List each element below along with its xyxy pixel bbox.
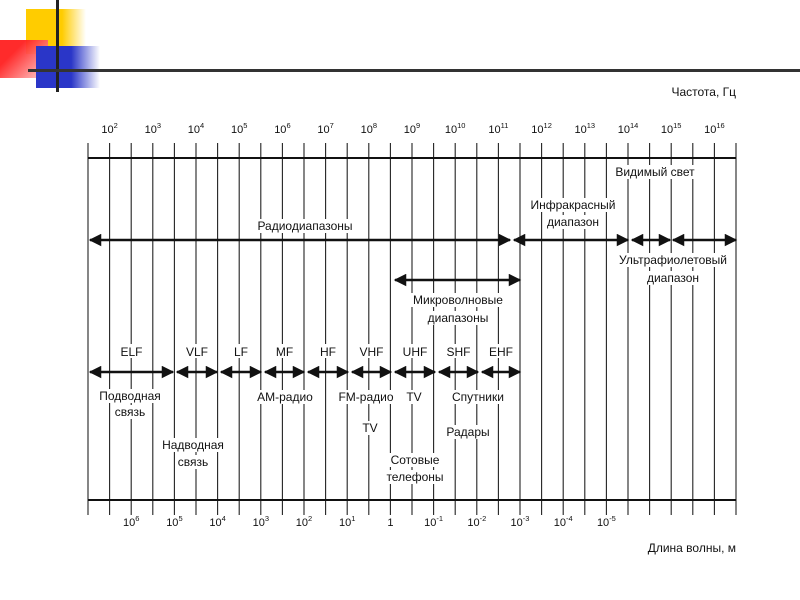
underwater-comm-label-2: связь bbox=[115, 405, 146, 419]
microwave-label-1: Микроволновые bbox=[413, 293, 503, 307]
ultraviolet-label-2: диапазон bbox=[647, 271, 699, 285]
frequency-tick-label: 105 bbox=[231, 121, 247, 136]
band-label-vhf: VHF bbox=[360, 345, 384, 359]
frequency-tick-label: 102 bbox=[101, 121, 117, 136]
frequency-tick-labels: 102 103 104 105 106 107 108 109 1010 1011 1012 1013… bbox=[95, 120, 729, 136]
vertical-rule bbox=[56, 0, 59, 92]
wavelength-tick-label: 104 bbox=[209, 514, 225, 529]
cell-phones-label-1: Сотовые bbox=[391, 453, 440, 467]
cell-phones-label-2: телефоны bbox=[386, 470, 443, 484]
frequency-tick-label: 107 bbox=[317, 121, 333, 136]
wavelength-tick-label: 10-1 bbox=[424, 514, 443, 529]
satellites-label: Спутники bbox=[452, 390, 504, 404]
underwater-comm-label-1: Подводная bbox=[99, 389, 161, 403]
microwave-label-2: диапазоны bbox=[428, 311, 489, 325]
wavelength-tick-label: 10-2 bbox=[467, 514, 486, 529]
wavelength-axis-title: Длина волны, м bbox=[648, 541, 736, 555]
surface-comm-label-1: Надводная bbox=[162, 438, 224, 452]
tv-vhf-label: TV bbox=[362, 421, 377, 435]
wavelength-tick-label: 1 bbox=[387, 517, 393, 529]
frequency-tick-label: 1010 bbox=[445, 121, 466, 136]
horizontal-rule bbox=[28, 69, 800, 72]
wavelength-tick-label: 10-4 bbox=[554, 514, 573, 529]
blue-square bbox=[36, 46, 100, 88]
ultraviolet-label-1: Ультрафиолетовый bbox=[619, 253, 727, 267]
frequency-tick-label: 104 bbox=[188, 121, 204, 136]
frequency-tick-label: 108 bbox=[361, 121, 377, 136]
wavelength-tick-label: 102 bbox=[296, 514, 312, 529]
wavelength-tick-label: 106 bbox=[123, 514, 139, 529]
frequency-tick-label: 1012 bbox=[531, 121, 552, 136]
tv-uhf-label: TV bbox=[406, 390, 421, 404]
wavelength-tick-label: 105 bbox=[166, 514, 182, 529]
infrared-label-1: Инфракрасный bbox=[530, 198, 615, 212]
slide-decoration bbox=[0, 0, 800, 100]
wavelength-tick-label: 10-5 bbox=[597, 514, 616, 529]
frequency-tick-label: 1016 bbox=[704, 121, 725, 136]
surface-comm-label-2: связь bbox=[178, 455, 209, 469]
fm-radio-label: FM-радио bbox=[338, 390, 393, 404]
radars-label: Радары bbox=[446, 425, 489, 439]
range-arrows bbox=[88, 233, 738, 379]
am-radio-label: АМ-радио bbox=[257, 390, 313, 404]
frequency-axis-title: Частота, Гц bbox=[671, 85, 736, 99]
band-label-lf: LF bbox=[234, 345, 248, 359]
band-label-elf: ELF bbox=[120, 345, 142, 359]
frequency-tick-label: 1015 bbox=[661, 121, 682, 136]
band-label-shf: SHF bbox=[447, 345, 471, 359]
band-label-hf: HF bbox=[320, 345, 336, 359]
wavelength-tick-label: 103 bbox=[253, 514, 269, 529]
band-label-mf: MF bbox=[276, 345, 293, 359]
frequency-tick-label: 1011 bbox=[488, 121, 508, 136]
band-label-uhf: UHF bbox=[403, 345, 428, 359]
wavelength-tick-label: 101 bbox=[339, 514, 355, 529]
visible-light-label: Видимый свет bbox=[615, 165, 695, 179]
wavelength-tick-labels: 106 105 104 103 102 101 1 10-1 10-2 10-3 10-4 10-5 bbox=[118, 514, 620, 529]
frequency-tick-label: 1014 bbox=[618, 121, 639, 136]
band-label-vlf: VLF bbox=[186, 345, 208, 359]
frequency-tick-label: 109 bbox=[404, 121, 420, 136]
frequency-tick-label: 1013 bbox=[575, 121, 596, 136]
infrared-label-2: диапазон bbox=[547, 215, 599, 229]
band-label-ehf: EHF bbox=[489, 345, 513, 359]
wavelength-tick-label: 10-3 bbox=[511, 514, 530, 529]
radio-range-label: Радиодиапазоны bbox=[257, 219, 352, 233]
band-labels: ELF VLF LF MF HF VHF UHF SHF EHF bbox=[116, 344, 516, 359]
frequency-tick-label: 103 bbox=[145, 121, 161, 136]
frequency-tick-label: 106 bbox=[274, 121, 290, 136]
